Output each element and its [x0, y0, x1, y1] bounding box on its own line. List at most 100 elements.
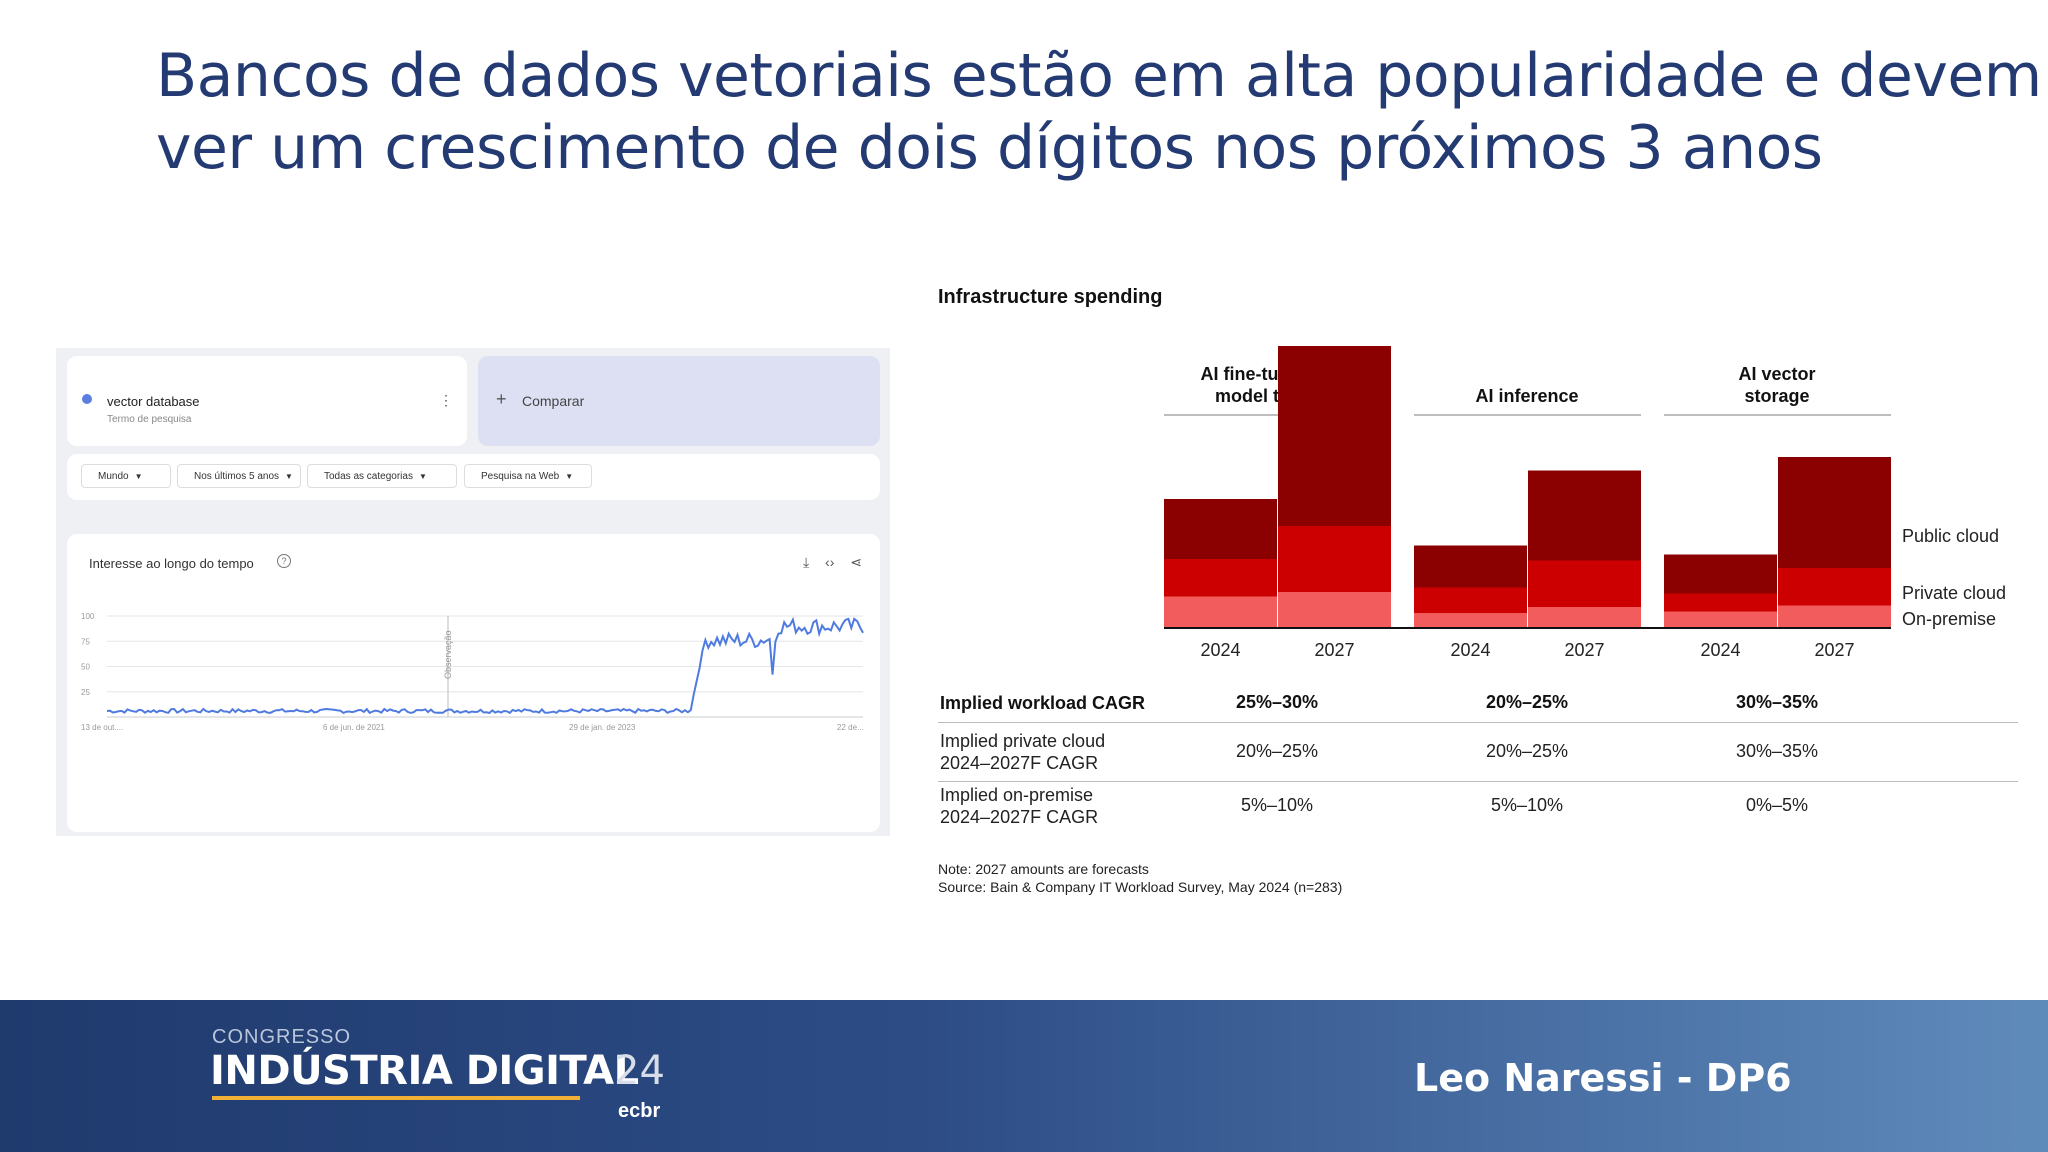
row-label-line: Implied on-premise	[940, 785, 1094, 805]
table-cell: 20%–25%	[1485, 692, 1569, 712]
y-tick-label: 25	[81, 688, 90, 697]
logo-ecbr: ecbr	[618, 1100, 661, 1122]
filter-category[interactable]: Todas as categorias ▼	[307, 464, 457, 488]
row-label-line: 2024–2027F CAGR	[940, 807, 1099, 827]
x-tick-label: 13 de out....	[81, 723, 123, 732]
logo-underline	[212, 1096, 580, 1100]
bar-segment	[1528, 470, 1641, 561]
y-tick-label: 100	[81, 612, 95, 621]
annotation-label: Observação	[443, 630, 453, 679]
source-line: Source: Bain & Company IT Workload Surve…	[938, 879, 1343, 895]
search-term-name: vector database	[107, 394, 200, 409]
x-tick-label: 29 de jan. de 2023	[569, 723, 636, 732]
term-color-dot	[82, 394, 92, 404]
bar-segment	[1414, 613, 1527, 628]
filter-category-label: Todas as categorias	[324, 471, 413, 482]
bar-segment	[1164, 499, 1277, 559]
year-label: 2027	[1564, 640, 1604, 660]
interest-line-chart: Observação 100 75 50 25 13 de out.... 6 de ju…	[81, 612, 864, 732]
more-options-icon[interactable]: ⋮	[439, 392, 453, 408]
caret-down-icon: ▼	[134, 472, 143, 481]
slide-title: Bancos de dados vetoriais estão em alta …	[156, 40, 2042, 184]
filter-period-label: Nos últimos 5 anos	[194, 471, 280, 482]
logo-industria-digital: INDÚSTRIA DIGITAL	[210, 1048, 639, 1094]
table-cell: 5%–10%	[1240, 795, 1314, 815]
table-cell: 30%–35%	[1735, 741, 1819, 761]
footer-bar: CONGRESSO INDÚSTRIA DIGITAL 24 ecbr Leo …	[0, 1000, 2048, 1152]
bar-segment	[1528, 560, 1641, 607]
group-label: storage	[1744, 386, 1809, 406]
x-tick-label: 22 de...	[837, 723, 864, 732]
legend-label: Public cloud	[1902, 526, 1999, 546]
year-label: 2024	[1450, 640, 1490, 660]
bar-segment	[1414, 545, 1527, 588]
infra-chart-title: Infrastructure spending	[938, 286, 1163, 308]
caret-down-icon: ▼	[418, 472, 427, 481]
legend-label: On-premise	[1902, 609, 1996, 629]
interest-line	[106, 616, 864, 715]
bar-segment	[1664, 593, 1777, 612]
year-label: 2024	[1700, 640, 1740, 660]
filter-search-type[interactable]: Pesquisa na Web ▼	[464, 464, 592, 488]
caret-down-icon: ▼	[285, 472, 293, 481]
compare-label: Comparar	[522, 393, 585, 409]
note-line: Note: 2027 amounts are forecasts	[938, 861, 1149, 877]
row-label: Implied workload CAGR	[940, 692, 1145, 714]
logo-year: 24	[614, 1048, 665, 1094]
filter-region-label: Mundo	[98, 471, 129, 482]
presenter-name: Leo Naressi - DP6	[1414, 1056, 1792, 1100]
group-label: AI inference	[1475, 386, 1578, 406]
year-label: 2024	[1200, 640, 1240, 660]
bar-segment	[1164, 596, 1277, 628]
x-tick-label: 6 de jun. de 2021	[323, 723, 385, 732]
bar-segment	[1414, 587, 1527, 613]
bar-segment	[1664, 611, 1777, 628]
bar-segment	[1778, 605, 1891, 628]
search-term-type: Termo de pesquisa	[107, 414, 192, 425]
search-term-card[interactable]: vector database Termo de pesquisa ⋮	[67, 356, 467, 446]
share-icon[interactable]: ⋖	[850, 554, 862, 570]
logo-congresso: CONGRESSO	[212, 1026, 352, 1048]
chart-note: Note: 2027 amounts are forecasts Source:…	[938, 860, 1342, 896]
caret-down-icon: ▼	[565, 472, 574, 481]
table-divider	[938, 722, 2018, 723]
help-icon[interactable]: ?	[277, 554, 291, 568]
table-cell: 0%–5%	[1745, 795, 1809, 815]
bar-segment	[1664, 554, 1777, 594]
legend-label: Private cloud	[1902, 583, 2006, 603]
bar-segment	[1778, 568, 1891, 606]
row-label-line: Implied workload CAGR	[940, 693, 1146, 713]
bar-segment	[1278, 592, 1391, 628]
row-label-line: 2024–2027F CAGR	[940, 753, 1099, 773]
compare-card[interactable]: + Comparar	[478, 356, 880, 446]
group-label: AI vector	[1738, 364, 1815, 384]
table-divider	[938, 781, 2018, 782]
y-tick-label: 75	[81, 637, 90, 646]
google-trends-panel: vector database Termo de pesquisa ⋮ + Co…	[56, 348, 890, 836]
bar-segment	[1164, 559, 1277, 597]
table-cell: 30%–35%	[1735, 692, 1819, 712]
table-cell: 5%–10%	[1490, 795, 1564, 815]
table-cell: 20%–25%	[1485, 741, 1569, 761]
interest-chart-title: Interesse ao longo do tempo	[89, 556, 254, 571]
embed-icon[interactable]: ‹›	[825, 554, 835, 570]
table-cell: 25%–30%	[1235, 692, 1319, 712]
filter-period[interactable]: Nos últimos 5 anos ▼	[177, 464, 301, 488]
interest-over-time-card: Interesse ao longo do tempo ? ⤓ ‹› ⋖ Obs…	[67, 534, 880, 832]
y-tick-label: 50	[81, 663, 90, 672]
filter-region[interactable]: Mundo ▼	[81, 464, 171, 488]
download-icon[interactable]: ⤓	[802, 554, 810, 570]
bar-segment	[1278, 346, 1391, 526]
plus-icon: +	[496, 389, 507, 409]
year-label: 2027	[1314, 640, 1354, 660]
bar-segment	[1778, 457, 1891, 568]
row-label-line: Implied private cloud	[940, 731, 1106, 751]
title-line-1: Bancos de dados vetoriais estão em alta …	[156, 41, 2042, 111]
filters-bar: Mundo ▼ Nos últimos 5 anos ▼ Todas as cate…	[67, 454, 880, 500]
row-label: Implied private cloud 2024–2027F CAGR	[940, 730, 1105, 774]
filter-search-type-label: Pesquisa na Web	[481, 471, 560, 482]
title-line-2: ver um crescimento de dois dígitos nos p…	[156, 113, 1823, 183]
year-label: 2027	[1814, 640, 1854, 660]
row-label: Implied on-premise 2024–2027F CAGR	[940, 784, 1098, 828]
